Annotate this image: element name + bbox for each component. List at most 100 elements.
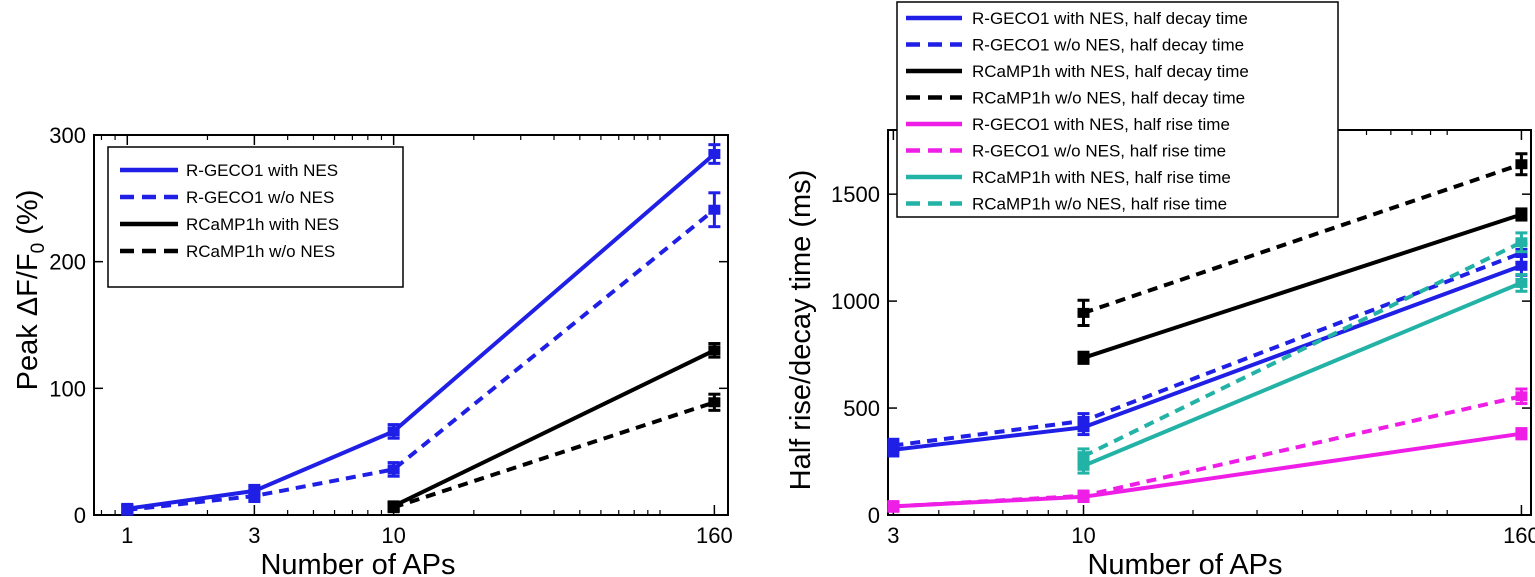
legend-entry-rcamp1h-w-o-nes: RCaMP1h w/o NES	[120, 242, 335, 261]
series-rcamp1h-with-nes	[387, 342, 721, 512]
legend-entry-rcamp1h-with-nes-half-rise-time: RCaMP1h with NES, half rise time	[906, 168, 1231, 187]
x-tick-label: 3	[887, 523, 899, 548]
x-tick-label: 160	[696, 523, 733, 548]
legend-box	[896, 1, 1339, 218]
series-rcamp1h-w-o-nes-half-rise-time	[1077, 231, 1528, 465]
legend-label: RCaMP1h w/o NES	[186, 242, 335, 261]
y-tick-label: 1000	[831, 289, 880, 314]
series-line	[392, 348, 716, 508]
data-point	[387, 426, 400, 437]
data-series	[887, 152, 1528, 513]
data-point	[1077, 307, 1090, 318]
series-line	[893, 431, 1522, 509]
y-tick-label: 300	[49, 123, 86, 148]
data-point	[387, 502, 400, 513]
series-line	[893, 251, 1523, 448]
y-axis-title-subscript: 0	[28, 243, 49, 254]
legend-label: RCaMP1h with NES, half rise time	[972, 168, 1231, 187]
legend-label: RCaMP1h with NES, half decay time	[972, 62, 1249, 81]
x-tick-label: 160	[1503, 523, 1535, 548]
data-point	[1515, 260, 1528, 271]
data-point	[387, 464, 400, 475]
data-point	[1077, 490, 1090, 501]
plot-frame	[93, 134, 729, 516]
x-tick-label: 1	[121, 523, 133, 548]
legend-entries: R-GECO1 with NES, half decay time R-GECO1…	[906, 9, 1249, 214]
x-axis-title: Number of APs	[1087, 549, 1282, 577]
series-line	[1082, 281, 1523, 468]
legend-entry-rcamp1h-w-o-nes-half-rise-time: RCaMP1h w/o NES, half rise time	[906, 195, 1227, 214]
chart-peak-df-f0: 0 100 200 300 1 3 10 160 Number of APs Peak ΔF/…	[12, 123, 733, 577]
legend-entry-r-geco1-with-nes-half-decay-time: R-GECO1 with NES, half decay time	[906, 9, 1248, 28]
x-tick-label: 10	[381, 523, 405, 548]
y-tick-label: 500	[843, 396, 880, 421]
y-axis-title: Half rise/decay time (ms)	[785, 170, 817, 491]
data-point	[1077, 451, 1090, 462]
legend: R-GECO1 with NES, half decay time R-GECO1…	[896, 1, 1339, 218]
tick-labels: 0 500 1000 1500 3 10 160	[831, 182, 1535, 548]
y-tick-label: 200	[49, 250, 86, 275]
legend-entry-r-geco1-w-o-nes-half-decay-time: R-GECO1 w/o NES, half decay time	[906, 36, 1244, 55]
series-r-geco1-w-o-nes	[121, 191, 721, 516]
legend-entry-rcamp1h-with-nes-half-decay-time: RCaMP1h with NES, half decay time	[906, 62, 1249, 81]
legend-entry-r-geco1-w-o-nes-half-rise-time: R-GECO1 w/o NES, half rise time	[906, 142, 1226, 161]
series-rcamp1h-with-nes-half-decay-time	[1077, 207, 1528, 365]
legend-label: RCaMP1h w/o NES, half decay time	[972, 89, 1245, 108]
legend-label: R-GECO1 with NES	[186, 161, 338, 180]
x-tick-label: 10	[1071, 523, 1095, 548]
series-line	[1082, 162, 1523, 315]
series-r-geco1-w-o-nes-half-rise-time	[887, 387, 1528, 513]
legend-entry-r-geco1-with-nes-half-rise-time: R-GECO1 with NES, half rise time	[906, 115, 1230, 134]
chart-half-rise-decay-time: 0 500 1000 1500 3 10 160 Number of APs Half ri…	[785, 1, 1535, 577]
legend-entry-r-geco1-with-nes: R-GECO1 with NES	[120, 161, 338, 180]
data-point	[708, 204, 721, 215]
data-point	[1515, 159, 1528, 170]
x-axis-title: Number of APs	[260, 549, 455, 577]
series-line	[893, 263, 1523, 452]
legend-entry-rcamp1h-w-o-nes-half-decay-time: RCaMP1h w/o NES, half decay time	[906, 89, 1245, 108]
tick-labels: 0 100 200 300 1 3 10 160	[49, 123, 732, 548]
data-point	[121, 504, 134, 515]
series-line	[392, 400, 716, 510]
legend-label: RCaMP1h w/o NES, half rise time	[972, 195, 1227, 214]
data-point	[887, 440, 900, 451]
legend-label: R-GECO1 w/o NES, half rise time	[972, 142, 1226, 161]
series-line	[1082, 212, 1523, 360]
data-point	[1077, 460, 1090, 471]
series-rcamp1h-w-o-nes	[387, 392, 721, 514]
legend-label: R-GECO1 w/o NES, half decay time	[972, 36, 1244, 55]
series-r-geco1-w-o-nes-half-decay-time	[887, 242, 1528, 454]
y-tick-label: 0	[74, 503, 86, 528]
y-axis-title-main: Peak ΔF/F	[12, 253, 44, 390]
data-point	[708, 345, 721, 356]
series-line	[1082, 240, 1523, 458]
x-tick-label: 3	[248, 523, 260, 548]
data-point	[1515, 391, 1528, 402]
data-point	[1515, 277, 1528, 288]
data-point	[1077, 415, 1090, 426]
legend: R-GECO1 with NES R-GECO1 w/o NES RCaMP1h w…	[107, 146, 404, 288]
y-tick-label: 100	[49, 376, 86, 401]
series-line	[127, 152, 716, 511]
data-point	[248, 491, 261, 501]
data-point	[1077, 352, 1090, 363]
legend-label: R-GECO1 with NES, half decay time	[972, 9, 1248, 28]
data-series	[121, 143, 721, 516]
data-point	[708, 149, 721, 159]
y-axis-title-suffix: (%)	[12, 190, 44, 243]
data-point	[887, 501, 900, 512]
y-tick-label: 1500	[831, 182, 880, 207]
series-rcamp1h-w-o-nes-half-decay-time	[1077, 152, 1528, 327]
legend-label: RCaMP1h with NES	[186, 215, 339, 234]
data-point	[1515, 428, 1528, 439]
data-point	[1515, 237, 1528, 248]
data-point	[1515, 209, 1528, 220]
y-axis-title: Peak ΔF/F0 (%)	[12, 190, 49, 391]
y-tick-label: 0	[868, 503, 880, 528]
data-point	[708, 397, 721, 408]
legend-entries: R-GECO1 with NES R-GECO1 w/o NES RCaMP1h w…	[120, 161, 339, 261]
legend-label: R-GECO1 w/o NES	[186, 188, 334, 207]
legend-entry-r-geco1-w-o-nes: R-GECO1 w/o NES	[120, 188, 334, 207]
legend-label: R-GECO1 with NES, half rise time	[972, 115, 1230, 134]
